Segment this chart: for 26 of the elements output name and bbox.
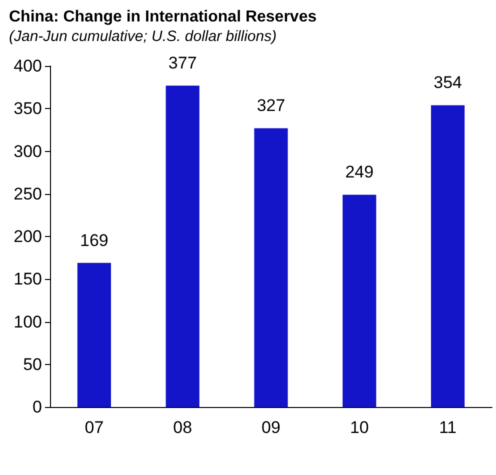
y-tick-label: 400 (14, 56, 42, 76)
y-tick-label: 350 (14, 99, 42, 118)
data-label: 354 (434, 73, 462, 92)
bar (431, 105, 465, 407)
bar (166, 86, 200, 407)
x-tick-label: 10 (350, 418, 369, 437)
bar (342, 194, 376, 407)
y-tick-label: 150 (14, 270, 42, 289)
y-tick-label: 100 (14, 312, 42, 332)
x-tick-label: 08 (173, 418, 192, 437)
x-tick-label: 11 (438, 418, 457, 437)
data-label: 169 (80, 230, 108, 250)
x-tick-label: 09 (262, 418, 280, 437)
y-tick-label: 200 (14, 227, 42, 246)
bar (254, 128, 288, 407)
data-label: 327 (256, 96, 286, 116)
y-tick-label: 50 (23, 354, 42, 374)
bar (77, 262, 111, 407)
data-label: 249 (345, 162, 374, 182)
y-tick-label: 250 (14, 184, 42, 204)
x-tick-label: 07 (84, 418, 104, 437)
chart-title: China: Change in International Reserves (9, 8, 317, 26)
y-tick-label: 300 (14, 142, 42, 161)
chart-subtitle: (Jan-Jun cumulative; U.S. dollar billions) (9, 28, 277, 45)
data-label: 377 (168, 54, 197, 73)
y-tick-label: 0 (32, 398, 42, 416)
